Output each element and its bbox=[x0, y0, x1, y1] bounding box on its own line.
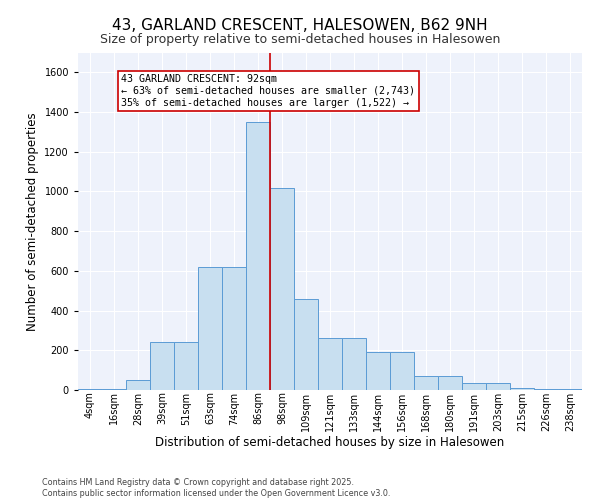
Bar bbox=[438, 376, 462, 390]
Bar bbox=[342, 338, 366, 390]
Bar bbox=[102, 389, 126, 390]
Bar bbox=[294, 298, 318, 390]
Bar bbox=[150, 342, 174, 390]
Bar bbox=[390, 352, 414, 390]
Bar bbox=[222, 267, 246, 390]
Bar bbox=[318, 338, 342, 390]
Bar bbox=[462, 383, 486, 390]
Bar bbox=[270, 188, 294, 390]
Bar bbox=[174, 342, 198, 390]
Y-axis label: Number of semi-detached properties: Number of semi-detached properties bbox=[26, 112, 39, 330]
Bar bbox=[510, 388, 534, 390]
Bar bbox=[414, 376, 438, 390]
Text: Size of property relative to semi-detached houses in Halesowen: Size of property relative to semi-detach… bbox=[100, 32, 500, 46]
Bar bbox=[198, 267, 222, 390]
Bar bbox=[558, 389, 582, 390]
Bar bbox=[246, 122, 270, 390]
Bar bbox=[486, 383, 510, 390]
Text: 43, GARLAND CRESCENT, HALESOWEN, B62 9NH: 43, GARLAND CRESCENT, HALESOWEN, B62 9NH bbox=[112, 18, 488, 32]
Bar bbox=[366, 352, 390, 390]
Text: 43 GARLAND CRESCENT: 92sqm
← 63% of semi-detached houses are smaller (2,743)
35%: 43 GARLAND CRESCENT: 92sqm ← 63% of semi… bbox=[121, 74, 415, 108]
Bar bbox=[534, 389, 558, 390]
Text: Contains HM Land Registry data © Crown copyright and database right 2025.
Contai: Contains HM Land Registry data © Crown c… bbox=[42, 478, 391, 498]
X-axis label: Distribution of semi-detached houses by size in Halesowen: Distribution of semi-detached houses by … bbox=[155, 436, 505, 450]
Bar bbox=[78, 389, 102, 390]
Bar bbox=[126, 380, 150, 390]
